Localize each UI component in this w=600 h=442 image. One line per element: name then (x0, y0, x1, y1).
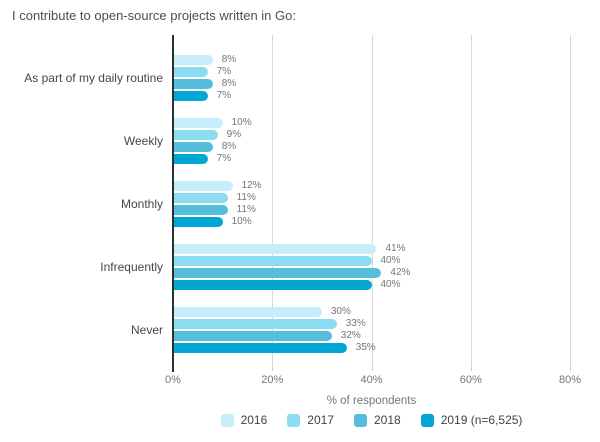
bar-value-label: 8% (221, 141, 237, 152)
bar-2018 (173, 331, 332, 341)
legend-item: 2019 (n=6,525) (420, 413, 523, 427)
bar-value-label: 8% (221, 54, 237, 65)
bar-2017 (173, 193, 228, 203)
bar-value-label: 11% (236, 204, 256, 215)
bar-value-label: 35% (355, 342, 376, 353)
bar-2018 (173, 268, 382, 278)
bar-value-label: 10% (231, 117, 252, 128)
bar-value-label: 40% (380, 255, 401, 266)
bar-value-label: 32% (340, 330, 361, 341)
bar-value-label: 11% (236, 192, 256, 203)
bar-2017 (173, 319, 337, 329)
legend-label: 2016 (240, 413, 268, 427)
bar-2016 (173, 244, 377, 254)
x-tick-label: 20% (261, 374, 284, 386)
category-label: As part of my daily routine (24, 71, 163, 85)
category-label: Never (130, 323, 163, 337)
legend-swatch (420, 413, 434, 427)
gridline-40% (371, 35, 373, 367)
bar-2019 (173, 217, 223, 227)
bar-value-label: 10% (231, 216, 252, 227)
legend-label: 2019 (n=6,525) (440, 413, 523, 427)
x-tick-label: 80% (558, 374, 582, 386)
legend-label: 2017 (307, 413, 334, 427)
bar-2017 (173, 67, 208, 77)
bar-value-label: 41% (385, 243, 406, 254)
bar-2019 (173, 280, 372, 290)
category-label: Weekly (123, 134, 163, 148)
tick-mark-40% (371, 367, 373, 371)
bar-value-label: 42% (390, 267, 411, 278)
legend-item: 2016 (220, 413, 268, 427)
bar-2018 (173, 142, 213, 152)
bar-value-label: 9% (226, 129, 242, 140)
legend-item: 2017 (287, 413, 334, 427)
x-tick-label: 60% (459, 374, 482, 386)
bar-2016 (173, 55, 213, 65)
gridline-20% (272, 35, 274, 367)
plot-area: 8% 7% 8% 7% 10% 9% 8% 7% 12% 11% 11% 10% 41% 40% 42% 40… (173, 35, 571, 367)
legend-swatch (353, 413, 367, 427)
legend-item: 2018 (353, 413, 401, 427)
gridline-60% (470, 35, 472, 367)
bar-value-label: 40% (380, 279, 401, 290)
legend: 2016 2017 2018 2019 (n=6,525) (173, 413, 570, 427)
bar-value-label: 8% (221, 78, 237, 89)
bar-2016 (173, 118, 223, 128)
tick-mark-80% (570, 367, 571, 371)
tick-mark-20% (272, 367, 274, 371)
bar-2018 (173, 205, 228, 215)
tick-mark-60% (470, 367, 472, 371)
bar-2016 (173, 307, 322, 317)
legend-swatch (220, 413, 234, 427)
bar-value-label: 33% (345, 318, 366, 329)
category-label: Monthly (120, 197, 163, 211)
bar-value-label: 7% (216, 153, 232, 164)
bar-value-label: 30% (330, 306, 351, 317)
bar-2018 (173, 79, 213, 89)
category-label: Infrequently (100, 260, 163, 274)
y-axis-line (172, 35, 174, 372)
bar-2019 (173, 343, 347, 353)
bar-value-label: 12% (241, 180, 262, 191)
bar-value-label: 7% (216, 90, 232, 101)
x-axis-title: % of respondents (326, 395, 417, 407)
bar-2016 (173, 181, 233, 191)
bar-value-label: 7% (216, 66, 232, 77)
bar-2017 (173, 130, 218, 140)
chart-title: I contribute to open-source projects wri… (12, 8, 296, 23)
bar-2019 (173, 91, 208, 101)
gridline-80% (570, 35, 571, 367)
legend-swatch (287, 413, 301, 427)
x-tick-label: 40% (360, 374, 383, 386)
bar-2019 (173, 154, 208, 164)
x-tick-label: 0% (165, 374, 181, 386)
bar-2017 (173, 256, 372, 266)
legend-label: 2018 (373, 413, 401, 427)
